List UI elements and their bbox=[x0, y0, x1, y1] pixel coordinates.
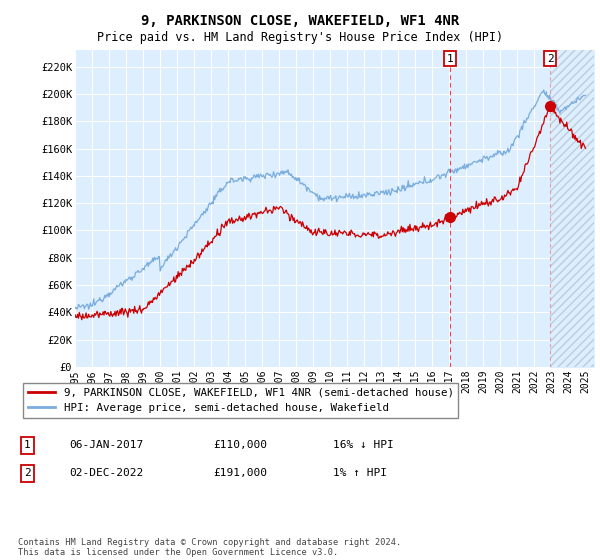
Text: 9, PARKINSON CLOSE, WAKEFIELD, WF1 4NR: 9, PARKINSON CLOSE, WAKEFIELD, WF1 4NR bbox=[141, 14, 459, 28]
Text: 16% ↓ HPI: 16% ↓ HPI bbox=[333, 440, 394, 450]
Text: Price paid vs. HM Land Registry's House Price Index (HPI): Price paid vs. HM Land Registry's House … bbox=[97, 31, 503, 44]
Text: 2: 2 bbox=[547, 54, 553, 64]
Text: Contains HM Land Registry data © Crown copyright and database right 2024.
This d: Contains HM Land Registry data © Crown c… bbox=[18, 538, 401, 557]
Text: £191,000: £191,000 bbox=[213, 468, 267, 478]
Text: 06-JAN-2017: 06-JAN-2017 bbox=[69, 440, 143, 450]
Legend: 9, PARKINSON CLOSE, WAKEFIELD, WF1 4NR (semi-detached house), HPI: Average price: 9, PARKINSON CLOSE, WAKEFIELD, WF1 4NR (… bbox=[23, 384, 458, 418]
Text: 2: 2 bbox=[24, 468, 31, 478]
Text: £110,000: £110,000 bbox=[213, 440, 267, 450]
Text: 1: 1 bbox=[446, 54, 453, 64]
Text: 1: 1 bbox=[24, 440, 31, 450]
Text: 1% ↑ HPI: 1% ↑ HPI bbox=[333, 468, 387, 478]
Text: 02-DEC-2022: 02-DEC-2022 bbox=[69, 468, 143, 478]
